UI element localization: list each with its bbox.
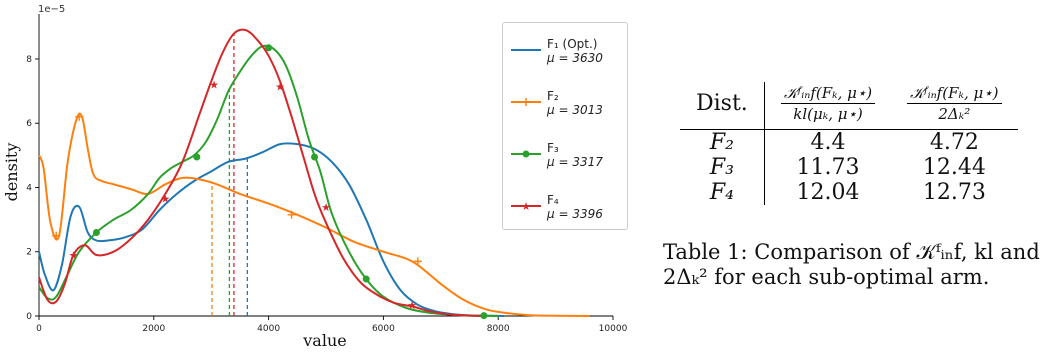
marker-f4: ★ — [69, 249, 79, 262]
row-dist: F₄ — [680, 180, 765, 205]
legend-item-f3: F₃ μ = 3317 — [511, 141, 627, 181]
x-tick-label: 8000 — [487, 324, 510, 334]
ratio-kl-numerator: 𝒦ᶠᵢₙf(Fₖ, μ⋆) — [780, 84, 876, 104]
ratio-delta-fraction: 𝒦ᶠᵢₙf(Fₖ, μ⋆) 2Δₖ² — [907, 84, 1002, 123]
table-row: F₃ 11.73 12.44 — [680, 155, 1018, 180]
legend-label-f3: F₃ — [547, 141, 559, 155]
legend-item-f1: F₁ (Opt.) μ = 3630 — [511, 37, 627, 77]
legend-label-f1: F₁ (Opt.) — [547, 37, 598, 51]
marker-f2 — [413, 257, 422, 266]
legend-label-f2: F₂ — [547, 89, 559, 103]
marker-f3 — [92, 228, 100, 236]
legend-mu-f2: μ = 3013 — [547, 103, 603, 117]
marker-f3 — [265, 44, 273, 52]
series-line-f4 — [38, 28, 482, 317]
chart-legend: F₁ (Opt.) μ = 3630 F₂ μ = 3013 F₃ μ = 33… — [502, 22, 628, 230]
legend-swatch-f1 — [511, 49, 541, 51]
series-line-f1 — [38, 142, 504, 317]
row-value-kl: 4.4 — [810, 130, 846, 155]
row-value-delta: 4.72 — [929, 130, 979, 155]
y-tick-label: 4 — [26, 183, 32, 193]
comparison-table-panel: Dist. 𝒦ᶠᵢₙf(Fₖ, μ⋆) kl(μₖ, μ⋆) 𝒦ᶠᵢₙf(Fₖ,… — [660, 82, 1053, 205]
ratio-kl-denominator: kl(μₖ, μ⋆) — [793, 105, 863, 123]
header-ratio-delta: 𝒦ᶠᵢₙf(Fₖ, μ⋆) 2Δₖ² — [891, 82, 1018, 130]
y-tick-label: 8 — [26, 55, 32, 65]
legend-swatch-f4: ★ — [511, 200, 541, 213]
marker-f4: ★ — [209, 79, 219, 92]
ratio-delta-numerator: 𝒦ᶠᵢₙf(Fₖ, μ⋆) — [907, 84, 1002, 104]
legend-mu-f3: μ = 3317 — [547, 155, 603, 169]
x-axis-label: value — [302, 331, 346, 350]
row-value-kl: 11.73 — [796, 155, 860, 180]
x-tick-label: 4000 — [257, 324, 280, 334]
row-dist: F₃ — [680, 155, 765, 180]
table-row: F₄ 12.04 12.73 — [680, 180, 1018, 205]
x-tick-label: 6000 — [372, 324, 395, 334]
series-line-f2 — [38, 112, 591, 317]
row-dist: F₂ — [680, 129, 765, 155]
marker-f2 — [75, 112, 84, 121]
marker-f3 — [193, 153, 201, 161]
ratio-delta-denominator: 2Δₖ² — [938, 105, 971, 123]
marker-f4: ★ — [407, 299, 417, 312]
legend-label-f4: F₄ — [547, 193, 559, 207]
legend-mu-f1: μ = 3630 — [547, 51, 603, 65]
marker-f3 — [311, 153, 319, 161]
legend-item-f2: F₂ μ = 3013 — [511, 89, 627, 129]
legend-swatch-f3 — [511, 150, 541, 158]
row-value-delta: 12.44 — [922, 155, 986, 180]
row-value-kl: 12.04 — [796, 180, 860, 205]
x-tick-label: 0 — [36, 324, 42, 334]
density-plot: 0 2000 4000 6000 8000 10000 0 2 4 6 8 ★ ★ ★ ★ ★ ★ 1e−5 v… — [2, 4, 628, 350]
header-ratio-kl: 𝒦ᶠᵢₙf(Fₖ, μ⋆) kl(μₖ, μ⋆) — [764, 82, 892, 130]
density-chart: 0 2000 4000 6000 8000 10000 0 2 4 6 8 ★ ★ ★ ★ ★ ★ 1e−5 v… — [2, 4, 628, 350]
y-tick-label: 0 — [26, 312, 32, 322]
marker-f4: ★ — [321, 201, 331, 214]
marker-f3 — [480, 312, 488, 320]
y-offset-label: 1e−5 — [38, 4, 65, 15]
marker-f4: ★ — [275, 80, 285, 93]
legend-item-f4: ★ F₄ μ = 3396 — [511, 193, 627, 233]
marker-f2 — [52, 231, 61, 240]
table-caption: Table 1: Comparison of 𝒦ᶠᵢₙf, kl and 2Δₖ… — [663, 240, 1040, 289]
svg-text:★: ★ — [521, 200, 531, 213]
marker-f4: ★ — [160, 193, 170, 206]
y-axis-label: density — [2, 143, 21, 202]
legend-swatch-f2 — [511, 98, 541, 106]
comparison-table: Dist. 𝒦ᶠᵢₙf(Fₖ, μ⋆) kl(μₖ, μ⋆) 𝒦ᶠᵢₙf(Fₖ,… — [680, 82, 1018, 205]
x-tick-label: 10000 — [599, 324, 628, 334]
marker-f3 — [362, 275, 370, 283]
y-tick-label: 6 — [26, 119, 32, 129]
legend-mu-f4: μ = 3396 — [547, 207, 603, 221]
series-line-f3 — [38, 44, 499, 317]
header-dist: Dist. — [680, 82, 765, 130]
x-tick-label: 2000 — [142, 324, 165, 334]
marker-f2 — [287, 210, 296, 219]
table-row: F₂ 4.4 4.72 — [680, 129, 1018, 155]
y-tick-label: 2 — [26, 248, 32, 258]
ratio-kl-fraction: 𝒦ᶠᵢₙf(Fₖ, μ⋆) kl(μₖ, μ⋆) — [780, 84, 876, 123]
row-value-delta: 12.73 — [922, 180, 986, 205]
